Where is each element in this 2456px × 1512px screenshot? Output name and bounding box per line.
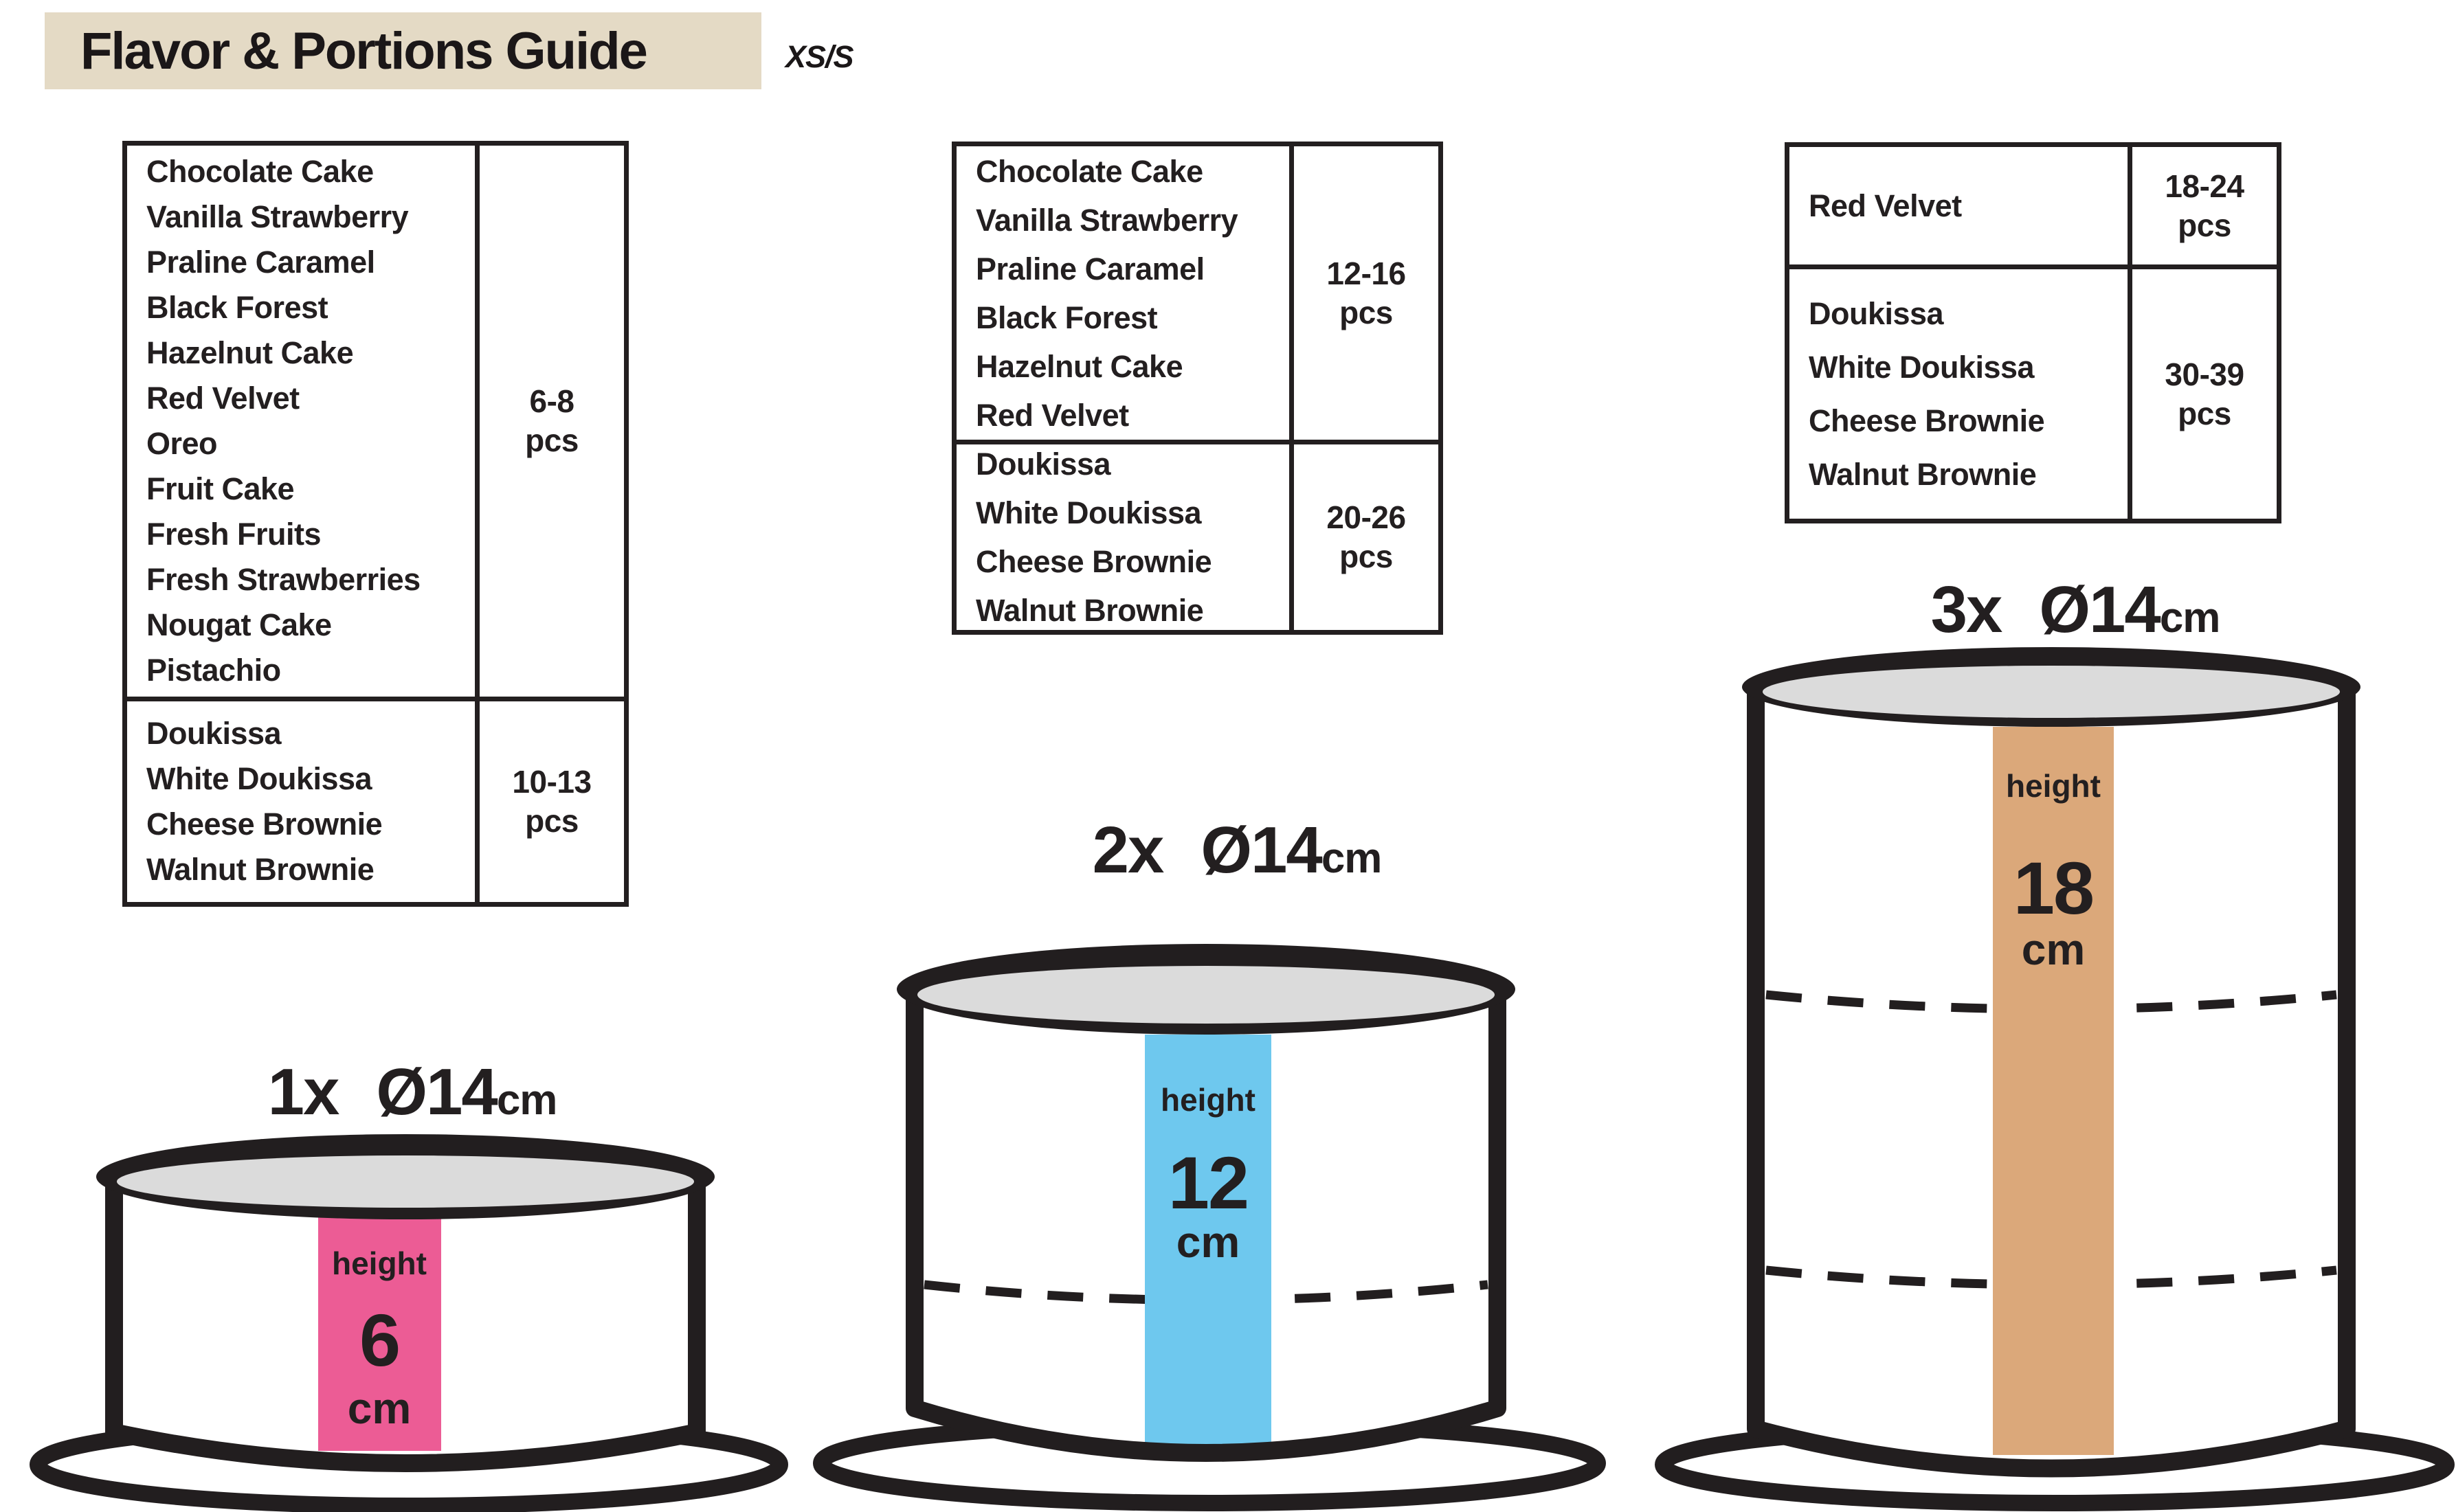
height-stripe xyxy=(1145,1035,1271,1456)
cake-body-outline xyxy=(1747,678,2356,1478)
flavor-table-1x: Chocolate Cake Vanilla Strawberry Pralin… xyxy=(122,141,629,907)
page-title: Flavor & Portions Guide xyxy=(80,21,648,80)
cake-diameter: Ø14 xyxy=(1201,813,1322,887)
flavor-list: Chocolate Cake Vanilla Strawberry Pralin… xyxy=(146,154,421,688)
height-label: height xyxy=(2006,768,2101,804)
flavor-list: Doukissa White Doukissa Cheese Brownie W… xyxy=(976,447,1212,628)
layer-divider-line xyxy=(1765,990,2337,1014)
cake-diameter-unit: cm xyxy=(496,1076,558,1124)
table-row: Chocolate Cake Vanilla Strawberry Pralin… xyxy=(127,146,624,701)
cake-diagram-3x: height 18 cm xyxy=(1655,647,2455,1511)
cake-diagram-2x: height 12 cm xyxy=(813,944,1606,1511)
cake-top-surface xyxy=(917,966,1495,1024)
portion-count: 18-24 pcs xyxy=(2128,147,2277,264)
table-row: Chocolate Cake Vanilla Strawberry Pralin… xyxy=(957,146,1438,444)
cake-top-surface xyxy=(1763,666,2340,718)
height-unit: cm xyxy=(2022,925,2086,974)
portion-count: 12-16 pcs xyxy=(1289,146,1438,440)
layer-divider-line xyxy=(1765,1265,2337,1289)
cake-count: 3x xyxy=(1930,573,2003,646)
flavor-list: Chocolate Cake Vanilla Strawberry Pralin… xyxy=(976,153,1238,433)
cake-diameter: Ø14 xyxy=(2039,573,2161,646)
cake-count: 1x xyxy=(267,1055,340,1129)
table-row: Doukissa White Doukissa Cheese Brownie W… xyxy=(1789,269,2277,519)
cake-body-outline xyxy=(906,980,1506,1462)
flavor-list: Doukissa White Doukissa Cheese Brownie W… xyxy=(1809,295,2045,492)
cake-top-surface xyxy=(117,1155,694,1208)
cake-diameter: Ø14 xyxy=(376,1055,498,1129)
height-unit: cm xyxy=(348,1384,412,1433)
height-stripe xyxy=(1993,727,2114,1455)
height-unit: cm xyxy=(1176,1217,1240,1267)
height-label: height xyxy=(1161,1082,1255,1118)
portion-count: 20-26 pcs xyxy=(1289,444,1438,630)
cake-count: 2x xyxy=(1092,813,1165,887)
flavor-table-3x: Red Velvet 18-24 pcs Doukissa White Douk… xyxy=(1785,142,2281,523)
portion-count: 30-39 pcs xyxy=(2128,269,2277,519)
cake-diameter-unit: cm xyxy=(2159,594,2221,642)
height-value: 18 xyxy=(2013,846,2093,929)
table-row: Red Velvet 18-24 pcs xyxy=(1789,147,2277,269)
table-row: Doukissa White Doukissa Cheese Brownie W… xyxy=(957,444,1438,630)
flavor-list: Doukissa White Doukissa Cheese Brownie W… xyxy=(146,716,383,887)
portion-count: 6-8 pcs xyxy=(475,146,624,697)
height-value: 6 xyxy=(359,1298,399,1381)
table-row: Doukissa White Doukissa Cheese Brownie W… xyxy=(127,701,624,902)
flavor-list: Red Velvet xyxy=(1809,188,1962,223)
cake-size-label-3x: 3x Ø14cm xyxy=(1783,572,2367,648)
cake-size-label-2x: 2x Ø14cm xyxy=(945,813,1529,888)
title-banner: Flavor & Portions Guide xyxy=(45,12,761,89)
cake-diagram-1x: height 6 cm xyxy=(30,1134,788,1512)
height-value: 12 xyxy=(1168,1141,1248,1224)
portion-count: 10-13 pcs xyxy=(475,701,624,902)
flavor-table-2x: Chocolate Cake Vanilla Strawberry Pralin… xyxy=(952,142,1443,635)
height-stripe xyxy=(318,1207,441,1451)
height-label: height xyxy=(332,1245,427,1281)
cake-diameter-unit: cm xyxy=(1321,835,1383,882)
cake-size-label-1x: 1x Ø14cm xyxy=(120,1054,704,1130)
cake-body-outline xyxy=(105,1168,706,1472)
size-tag: XS/S xyxy=(785,39,854,74)
